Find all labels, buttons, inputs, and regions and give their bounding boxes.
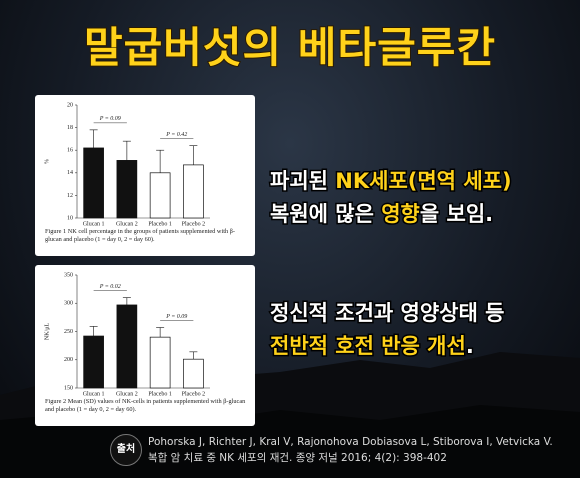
- bar: [83, 147, 104, 219]
- annotation: P = 0.09: [165, 314, 187, 320]
- annotation: P = 0.42: [165, 131, 187, 138]
- chart: 150 200 250 300 350 NK/μL Glucan 1 Glucan 2 Plac…: [44, 272, 210, 397]
- source-line: 복합 암 치료 중 NK 세포의 재건. 종양 저널 2016; 4(2): 3…: [148, 452, 447, 464]
- source: Pohorska J, Richter J, Kral V, Rajonohov…: [148, 434, 553, 466]
- annotation: P = 0.09: [99, 116, 121, 122]
- chart-panel: 150 200 250 300 350 NK/μL Glucan 1 Glucan 2 Plac…: [35, 265, 255, 426]
- caption: Figure 2 Mean (SD) values of NK-cells in…: [45, 398, 246, 413]
- bar: [183, 358, 204, 389]
- text-line: 정신적 조건과 영양상태 등: [268, 297, 505, 330]
- bar: [116, 160, 138, 219]
- bar: [83, 335, 104, 389]
- x-tick-label: Glucan 2: [116, 391, 138, 397]
- annotation: P = 0.02: [99, 284, 121, 290]
- y-tick-label: 200: [64, 357, 73, 363]
- source-line: Pohorska J, Richter J, Kral V, Rajonohov…: [148, 436, 553, 448]
- y-tick-label: 16: [67, 148, 73, 154]
- x-tick-label: Placebo 1: [148, 221, 172, 227]
- caption: Figure 1 NK cell percentage in the group…: [45, 228, 235, 243]
- chart: 10 12 14 16 18 20% Glucan 1 Glucan 2 Placebo 1 Pl…: [44, 102, 210, 227]
- text-line: 전반적 호전 반응 개선.: [269, 330, 504, 363]
- chart-panel: 10 12 14 16 18 20% Glucan 1 Glucan 2 Placebo 1 Pl…: [35, 95, 255, 256]
- highlight-text: 영향: [380, 201, 422, 228]
- y-tick-label: 20: [67, 102, 73, 108]
- x-tick-label: Glucan 1: [83, 391, 105, 397]
- text-line: 복원에 많은 영향을 보임.: [268, 198, 512, 231]
- y-tick-label: 300: [64, 301, 73, 307]
- y-tick-label: 10: [67, 215, 73, 221]
- highlight-text: 전반적 호전 반응 개선: [269, 333, 468, 360]
- bar: [149, 336, 171, 389]
- y-tick-label: 350: [64, 272, 73, 278]
- text: .: [464, 333, 475, 360]
- text: 파괴된: [268, 168, 336, 195]
- text: 을 보임.: [418, 201, 494, 228]
- y-tick-label: 14: [67, 170, 73, 176]
- text-line: 파괴된 NK세포(면역 세포): [268, 165, 513, 198]
- bar: [183, 164, 204, 219]
- x-tick-label: Placebo 1: [148, 391, 172, 397]
- y-axis-label: NK/μL: [44, 323, 50, 341]
- y-tick-label: 250: [64, 329, 73, 335]
- x-tick-label: Placebo 2: [182, 391, 206, 397]
- y-tick-label: 12: [67, 193, 73, 199]
- x-tick-label: Glucan 1: [83, 221, 105, 227]
- title: 말굽버섯의 베타글루칸: [83, 22, 497, 73]
- bar: [149, 172, 171, 219]
- source-badge: 출처: [110, 434, 142, 466]
- x-tick-label: Placebo 2: [182, 221, 206, 227]
- bar: [116, 304, 138, 389]
- x-tick-label: Glucan 2: [116, 221, 138, 227]
- text: 복원에 많은: [268, 201, 382, 228]
- text: 정신적 조건과 영양상태 등: [268, 300, 505, 327]
- y-axis-label: %: [44, 159, 50, 164]
- text-block: 파괴된 NK세포(면역 세포) 복원에 많은 영향을 보임.: [268, 165, 513, 231]
- y-tick-label: 150: [64, 385, 73, 391]
- highlight-text: NK세포(면역 세포): [334, 168, 513, 195]
- y-tick-label: 18: [67, 125, 73, 131]
